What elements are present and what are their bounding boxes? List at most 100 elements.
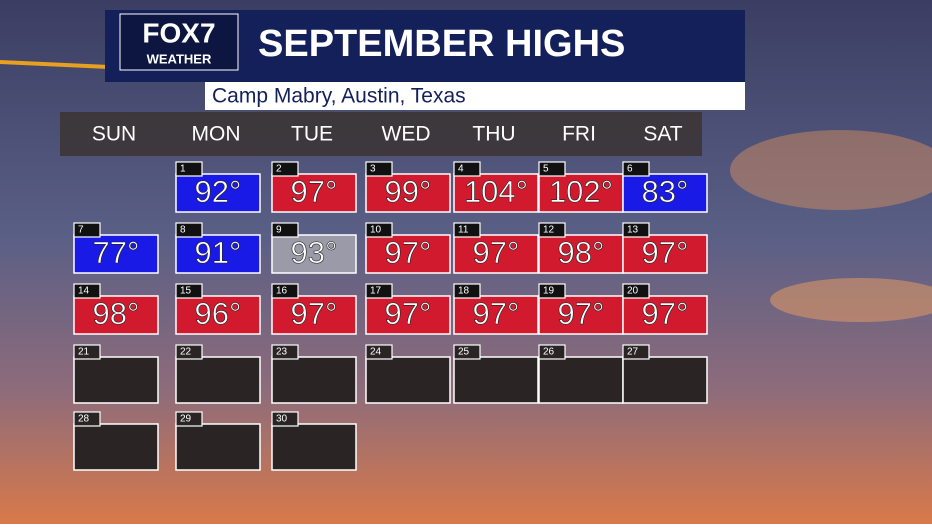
day-number: 6 bbox=[627, 164, 633, 175]
day-cell bbox=[365, 295, 451, 335]
subtitle: Camp Mabry, Austin, Texas bbox=[212, 85, 466, 108]
day-number: 14 bbox=[78, 286, 90, 297]
day-cell bbox=[622, 234, 708, 274]
day-number: 25 bbox=[458, 347, 470, 358]
day-number: 18 bbox=[458, 286, 470, 297]
day-cell bbox=[73, 423, 159, 471]
day-cell bbox=[622, 173, 708, 213]
day-tab bbox=[271, 344, 299, 360]
day-tab bbox=[453, 161, 481, 177]
weekday-bar bbox=[60, 112, 702, 156]
day-cell bbox=[538, 295, 624, 335]
temperature: 77° bbox=[93, 235, 140, 270]
day-tab bbox=[538, 161, 566, 177]
day-tab bbox=[538, 283, 566, 299]
temperature: 92° bbox=[195, 174, 242, 209]
temperature: 99° bbox=[385, 174, 432, 209]
day-number: 3 bbox=[370, 164, 376, 175]
day-cell bbox=[271, 234, 357, 274]
day-number: 2 bbox=[276, 164, 282, 175]
weekday-label: THU bbox=[472, 123, 515, 146]
day-number: 20 bbox=[627, 286, 639, 297]
day-cell bbox=[271, 356, 357, 404]
temperature: 97° bbox=[291, 174, 338, 209]
day-number: 16 bbox=[276, 286, 288, 297]
day-cell bbox=[453, 295, 539, 335]
day-tab bbox=[622, 222, 650, 238]
day-tab bbox=[271, 411, 299, 427]
day-number: 12 bbox=[543, 225, 555, 236]
day-tab bbox=[453, 344, 481, 360]
weekday-label: MON bbox=[192, 123, 241, 146]
temperature: 96° bbox=[195, 296, 242, 331]
temperature: 98° bbox=[93, 296, 140, 331]
day-tab bbox=[175, 411, 203, 427]
day-cell bbox=[453, 173, 539, 213]
day-number: 19 bbox=[543, 286, 555, 297]
day-number: 27 bbox=[627, 347, 639, 358]
day-tab bbox=[175, 283, 203, 299]
day-cell bbox=[175, 173, 261, 213]
day-number: 26 bbox=[543, 347, 555, 358]
day-cell bbox=[271, 423, 357, 471]
day-cell bbox=[175, 234, 261, 274]
day-number: 28 bbox=[78, 414, 90, 425]
day-number: 21 bbox=[78, 347, 90, 358]
title: SEPTEMBER HIGHS bbox=[258, 23, 625, 65]
day-number: 7 bbox=[78, 225, 84, 236]
day-cell bbox=[365, 173, 451, 213]
temperature: 102° bbox=[549, 174, 613, 209]
day-number: 15 bbox=[180, 286, 192, 297]
day-cell bbox=[365, 356, 451, 404]
cloud bbox=[770, 278, 932, 322]
day-number: 30 bbox=[276, 414, 288, 425]
cloud bbox=[730, 130, 932, 210]
day-cell bbox=[271, 295, 357, 335]
day-number: 24 bbox=[370, 347, 382, 358]
temperature: 97° bbox=[385, 235, 432, 270]
weekday-label: FRI bbox=[562, 123, 596, 146]
day-cell bbox=[453, 234, 539, 274]
day-tab bbox=[271, 161, 299, 177]
weekday-label: SAT bbox=[643, 123, 682, 146]
temperature: 97° bbox=[642, 235, 689, 270]
day-cell bbox=[365, 234, 451, 274]
temperature: 97° bbox=[473, 235, 520, 270]
day-cell bbox=[73, 234, 159, 274]
calendar: SUN MON TUE WED THU FRI SAT192°297°399°4104°51… bbox=[73, 123, 708, 471]
day-number: 1 bbox=[180, 164, 186, 175]
day-cell bbox=[73, 356, 159, 404]
day-number: 22 bbox=[180, 347, 192, 358]
day-tab bbox=[175, 161, 203, 177]
day-cell bbox=[622, 295, 708, 335]
day-cell bbox=[453, 356, 539, 404]
day-number: 29 bbox=[180, 414, 192, 425]
day-cell bbox=[538, 356, 624, 404]
logo-box bbox=[119, 13, 239, 71]
day-tab bbox=[175, 222, 203, 238]
day-number: 8 bbox=[180, 225, 186, 236]
temperature: 98° bbox=[558, 235, 605, 270]
temperature: 97° bbox=[558, 296, 605, 331]
day-cell bbox=[622, 356, 708, 404]
day-number: 5 bbox=[543, 164, 549, 175]
day-tab bbox=[73, 283, 101, 299]
day-tab bbox=[365, 222, 393, 238]
day-number: 23 bbox=[276, 347, 288, 358]
temperature: 97° bbox=[473, 296, 520, 331]
weekday-label: TUE bbox=[291, 123, 333, 146]
day-number: 11 bbox=[458, 225, 469, 236]
day-cell bbox=[175, 295, 261, 335]
weekday-label: WED bbox=[382, 123, 431, 146]
day-tab bbox=[622, 161, 650, 177]
day-number: 9 bbox=[276, 225, 282, 236]
day-tab bbox=[622, 344, 650, 360]
day-cell bbox=[271, 173, 357, 213]
day-tab bbox=[73, 344, 101, 360]
logo-sub: WEATHER bbox=[147, 51, 212, 66]
weekday-label: SUN bbox=[92, 123, 136, 146]
day-tab bbox=[365, 283, 393, 299]
day-tab bbox=[271, 283, 299, 299]
